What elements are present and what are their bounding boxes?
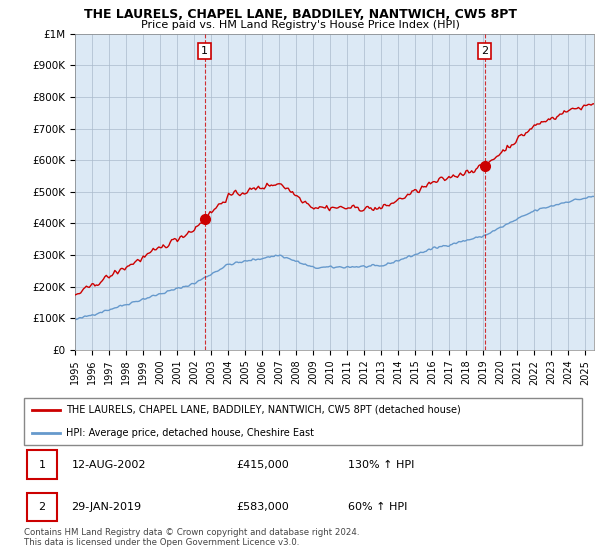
Text: 130% ↑ HPI: 130% ↑ HPI [347, 460, 414, 470]
Text: £583,000: £583,000 [236, 502, 289, 512]
Text: Contains HM Land Registry data © Crown copyright and database right 2024.
This d: Contains HM Land Registry data © Crown c… [24, 528, 359, 547]
Text: 60% ↑ HPI: 60% ↑ HPI [347, 502, 407, 512]
Text: Price paid vs. HM Land Registry's House Price Index (HPI): Price paid vs. HM Land Registry's House … [140, 20, 460, 30]
Text: HPI: Average price, detached house, Cheshire East: HPI: Average price, detached house, Ches… [66, 428, 314, 438]
Text: 29-JAN-2019: 29-JAN-2019 [71, 502, 142, 512]
Text: THE LAURELS, CHAPEL LANE, BADDILEY, NANTWICH, CW5 8PT: THE LAURELS, CHAPEL LANE, BADDILEY, NANT… [83, 8, 517, 21]
Text: 2: 2 [481, 46, 488, 56]
Text: THE LAURELS, CHAPEL LANE, BADDILEY, NANTWICH, CW5 8PT (detached house): THE LAURELS, CHAPEL LANE, BADDILEY, NANT… [66, 404, 461, 414]
FancyBboxPatch shape [24, 398, 582, 445]
Text: 1: 1 [201, 46, 208, 56]
FancyBboxPatch shape [27, 450, 58, 479]
Text: £415,000: £415,000 [236, 460, 289, 470]
FancyBboxPatch shape [27, 493, 58, 521]
Text: 12-AUG-2002: 12-AUG-2002 [71, 460, 146, 470]
Text: 1: 1 [38, 460, 46, 470]
Text: 2: 2 [38, 502, 46, 512]
